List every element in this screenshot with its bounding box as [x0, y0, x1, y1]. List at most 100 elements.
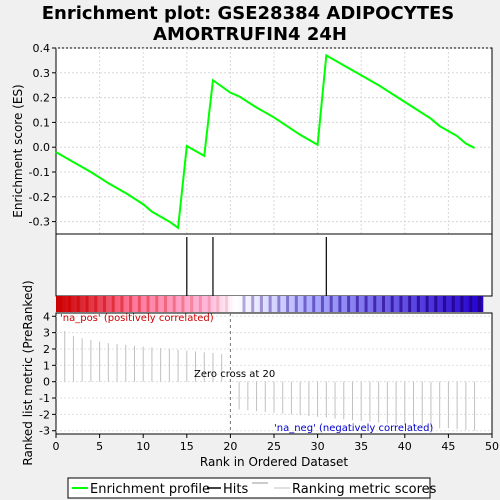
rank-bar-stripe	[329, 296, 333, 312]
es-y-tick-label: 0.1	[33, 116, 51, 129]
rank-bar-stripe	[277, 296, 281, 312]
rank-bar-stripe	[129, 296, 133, 312]
es-y-tick-label: 0.3	[33, 67, 51, 80]
rank-bar-stripe	[251, 296, 255, 312]
es-y-tick-label: -0.3	[29, 216, 50, 229]
rank-bar-stripe	[164, 296, 167, 312]
rank-bar-stripe	[155, 296, 159, 312]
es-y-tick-label: -0.2	[29, 191, 50, 204]
metric-y-ticks: 4 3 2 1 0 -1 -2 -3	[39, 310, 56, 438]
es-y-tick-label: 0.4	[33, 42, 51, 55]
rank-bar-stripe	[137, 296, 141, 312]
es-y-axis-label: Enrichment score (ES)	[11, 84, 25, 217]
rank-bar-stripe	[268, 296, 272, 312]
metric-y-tick-label: 2	[43, 343, 50, 356]
es-y-ticks: 0.4 0.3 0.2 0.1 0.0 -0.1 -0.2 -0.3	[29, 42, 56, 229]
rank-bar-stripe	[259, 296, 263, 312]
title-line-1: Enrichment plot: GSE28384 ADIPOCYTES	[42, 3, 455, 24]
rank-bar-stripe	[347, 296, 351, 312]
rank-bar-stripe	[364, 296, 368, 312]
rank-bar-stripe	[425, 296, 429, 312]
rank-bar-stripe	[198, 296, 202, 312]
metric-y-tick-label: -2	[39, 408, 50, 421]
legend-ranking-label: Ranking metric scores	[292, 482, 437, 497]
rank-bar-stripe	[146, 296, 150, 312]
x-tick-label: 40	[398, 440, 412, 453]
legend-enrichment-label: Enrichment profile	[90, 482, 210, 497]
es-y-tick-label: 0.2	[33, 92, 51, 105]
rank-bar-stripe	[469, 296, 473, 312]
metric-y-tick-label: 0	[43, 376, 50, 389]
legend-hits-label: Hits	[223, 482, 248, 497]
x-tick-label: 25	[267, 440, 281, 453]
enrichment-profile-line	[55, 53, 476, 230]
rank-bar-stripe	[373, 296, 377, 312]
rank-bar-stripe	[181, 296, 185, 312]
hit-marks	[186, 237, 327, 296]
title-line-2: AMORTRUFIN4 24H	[153, 24, 347, 45]
rank-bar-stripe	[416, 296, 420, 312]
rank-bar-stripe	[451, 296, 455, 312]
rank-bar-stripe	[59, 296, 63, 312]
rank-bar-stripe	[312, 296, 316, 312]
rank-bar-stripe	[120, 296, 124, 312]
rank-bar-stripe	[172, 296, 176, 312]
rank-bar-stripe	[399, 296, 403, 312]
positive-correlation-label: 'na_pos' (positively correlated)	[60, 313, 214, 324]
x-tick-label: 50	[485, 440, 499, 453]
rank-bar-stripe	[294, 296, 298, 312]
rank-bar-stripe	[320, 296, 324, 312]
legend: Enrichment profile Hits Ranking metric s…	[67, 477, 437, 499]
rank-bar-stripe	[68, 296, 72, 312]
rank-bar-stripe	[242, 296, 246, 312]
rank-bar-stripe	[434, 296, 438, 312]
hits-panel	[55, 233, 493, 297]
rank-bar-stripe	[102, 296, 106, 312]
rank-bar-stripe	[443, 296, 447, 312]
rank-bar-stripe	[225, 296, 229, 312]
rank-bar-fill	[56, 296, 484, 312]
metric-y-axis-label: Ranked list metric (PreRanked)	[21, 280, 35, 465]
legend-box	[67, 477, 431, 499]
x-tick-label: 0	[53, 440, 60, 453]
x-tick-label: 30	[311, 440, 325, 453]
rank-bar-stripe	[190, 296, 194, 312]
metric-y-tick-label: -3	[39, 425, 50, 438]
rank-bar-stripe	[355, 296, 359, 312]
metric-y-tick-label: 1	[43, 359, 50, 372]
chart-title: Enrichment plot: GSE28384 ADIPOCYTES AMO…	[42, 3, 455, 45]
metric-y-tick-label: 4	[43, 310, 50, 323]
x-tick-label: 20	[223, 440, 237, 453]
rank-bar-stripe	[286, 296, 290, 312]
rank-bar-stripe	[94, 296, 98, 312]
x-tick-label: 10	[136, 440, 150, 453]
rank-bar-stripe	[390, 296, 394, 312]
rank-color-bar	[56, 296, 484, 312]
rank-bar-stripe	[477, 296, 481, 312]
rank-bar-stripe	[408, 296, 412, 312]
x-tick-label: 35	[354, 440, 368, 453]
ranking-metric-bars	[64, 330, 476, 431]
rank-bar-stripe	[76, 296, 80, 312]
x-axis-label: Rank in Ordered Dataset	[200, 455, 348, 469]
es-y-tick-label: -0.1	[29, 166, 50, 179]
rank-bar-stripe	[338, 296, 342, 312]
rank-bar-stripe	[207, 296, 211, 312]
metric-gridlines	[56, 315, 492, 432]
x-tick-label: 15	[180, 440, 194, 453]
rank-bar-stripe	[85, 296, 89, 312]
x-tick-label: 45	[441, 440, 455, 453]
rank-bar-stripe	[303, 296, 307, 312]
metric-y-tick-label: 3	[43, 327, 50, 340]
negative-correlation-label: 'na_neg' (negatively correlated)	[274, 423, 433, 434]
rank-bar-stripe	[216, 296, 220, 312]
x-axis-ticks: 0 5 10 15 20 25 30 35 40 45 50	[53, 434, 499, 453]
es-gridlines	[56, 47, 492, 234]
zero-cross-label: Zero cross at 20	[194, 369, 275, 380]
x-tick-label: 5	[96, 440, 103, 453]
metric-y-tick-label: -1	[39, 392, 50, 405]
es-y-tick-label: 0.0	[33, 141, 51, 154]
rank-bar-stripe	[111, 296, 115, 312]
rank-bar-stripe	[382, 296, 385, 312]
rank-bar-stripe	[460, 296, 464, 312]
